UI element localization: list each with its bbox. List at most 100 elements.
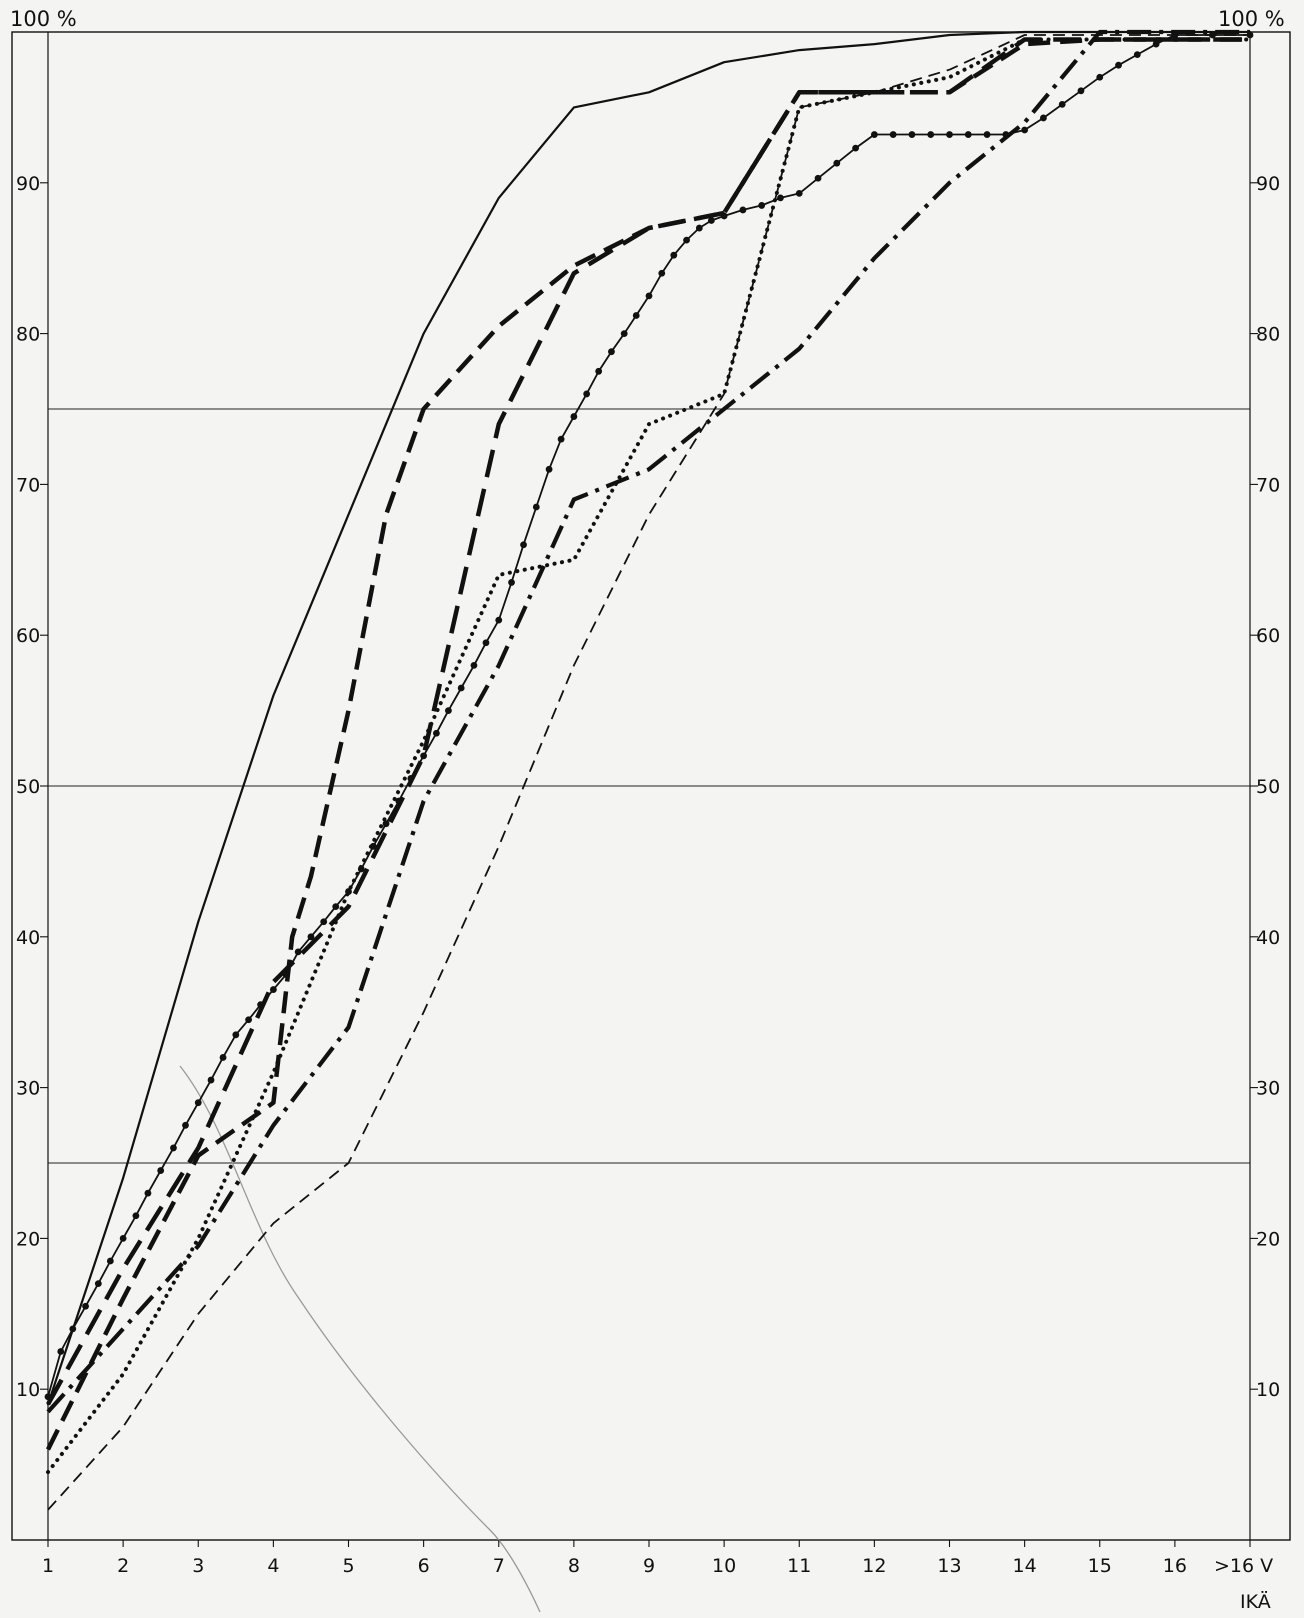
series-line-thin-dash [47, 34, 1250, 1511]
data-point [1021, 126, 1029, 134]
data-point [207, 1076, 215, 1084]
data-point [683, 236, 690, 244]
data-point [946, 131, 953, 138]
data-point [983, 131, 991, 138]
data-point [595, 367, 603, 375]
x-tick-label: 13 [937, 1555, 961, 1577]
reference-lines [48, 408, 1250, 1164]
y-tick-label-left: 60 [16, 625, 40, 647]
data-point [457, 684, 465, 692]
data-point [608, 348, 615, 356]
data-point [132, 1212, 140, 1220]
data-point [157, 1167, 165, 1174]
data-point [94, 1280, 102, 1288]
data-point [1058, 100, 1066, 108]
x-tick-label: 8 [568, 1555, 580, 1577]
x-tick-label: 6 [418, 1555, 430, 1577]
y-tick-label-left: 30 [16, 1078, 40, 1100]
series-line-solid [46, 30, 1252, 1406]
x-tick-label: 11 [787, 1555, 811, 1577]
x-tick-label: 14 [1013, 1555, 1037, 1577]
series-line-solid-with-dots [47, 34, 1251, 1398]
data-point [795, 189, 803, 197]
data-point [445, 707, 452, 714]
data-point [332, 903, 340, 911]
data-point [720, 212, 728, 220]
data-point [57, 1348, 65, 1355]
data-point [532, 503, 540, 511]
data-point [908, 131, 916, 138]
y-tick-label-left: 50 [16, 776, 40, 798]
data-point [570, 413, 578, 420]
data-point [632, 312, 640, 319]
data-point [508, 579, 515, 586]
data-point [545, 465, 553, 473]
data-point [495, 616, 503, 624]
data-point [269, 986, 277, 993]
data-point [1115, 61, 1122, 69]
x-tick-label: 1 [42, 1555, 54, 1577]
data-point [620, 330, 628, 337]
data-point [407, 775, 415, 782]
y-top-label-left: 100 % [10, 7, 77, 31]
data-point [927, 131, 935, 138]
y-tick-label-left: 20 [16, 1228, 40, 1250]
data-point [1152, 40, 1160, 48]
y-tick-label-right: 90 [1256, 173, 1280, 195]
y-tick-labels-right: 10 20 30 40 50 60 70 80 90 [1250, 173, 1280, 1401]
y-top-label-right: 100 % [1218, 7, 1285, 31]
data-point [257, 1001, 265, 1009]
pencil-stroke [179, 1065, 541, 1613]
data-point [1171, 31, 1179, 39]
data-point [583, 390, 591, 398]
data-point [395, 797, 403, 805]
data-point [69, 1325, 77, 1333]
x-tick-label: 12 [862, 1555, 886, 1577]
data-point [320, 918, 328, 926]
data-point [833, 159, 841, 167]
data-point [44, 1393, 52, 1401]
data-point [758, 202, 766, 209]
x-tick-label: 4 [267, 1555, 279, 1577]
data-point [194, 1099, 202, 1107]
data-point [889, 131, 897, 138]
data-point [739, 206, 747, 214]
x-tick-label: 16 [1163, 1555, 1187, 1577]
data-point [382, 820, 390, 828]
data-point [245, 1016, 252, 1024]
x-tick-label: 15 [1088, 1555, 1112, 1577]
data-point [182, 1121, 189, 1129]
data-point [144, 1189, 152, 1197]
data-point [232, 1031, 240, 1039]
data-point [670, 251, 678, 259]
y-tick-label-right: 40 [1256, 927, 1280, 949]
data-point [420, 752, 428, 760]
data-point [964, 131, 972, 138]
x-tick-label: 10 [712, 1555, 736, 1577]
data-point [1096, 73, 1104, 81]
y-tick-label-right: 50 [1256, 776, 1280, 798]
y-tick-label-right: 10 [1256, 1379, 1280, 1401]
data-point [1133, 51, 1141, 59]
data-point [294, 948, 302, 956]
data-point [119, 1235, 127, 1242]
y-tick-label-right: 60 [1256, 625, 1280, 647]
data-point [645, 292, 653, 300]
data-point [658, 269, 666, 277]
x-tick-label: 5 [342, 1555, 354, 1577]
y-tick-label-left: 80 [16, 324, 40, 346]
data-point [345, 888, 352, 895]
series-line-heavy-dash [45, 37, 1250, 1451]
data-point [695, 224, 703, 232]
data-point [852, 144, 859, 152]
series-group [44, 29, 1254, 1511]
y-tick-label-left: 40 [16, 927, 40, 949]
data-point [106, 1257, 114, 1265]
x-tick-label: 2 [117, 1555, 129, 1577]
y-tick-label-left: 70 [16, 474, 40, 496]
y-tick-label-left: 10 [16, 1379, 40, 1401]
data-point [870, 131, 878, 138]
data-point [1077, 87, 1085, 95]
y-tick-labels-left: 10 20 30 40 50 60 70 80 90 [16, 173, 48, 1401]
